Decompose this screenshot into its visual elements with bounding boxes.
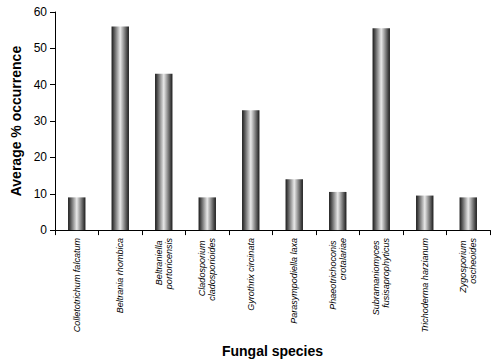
svg-text:Cladosporium: Cladosporium [197, 238, 207, 296]
svg-text:cladosporioides: cladosporioides [207, 238, 217, 301]
svg-text:Beltrania rhombica: Beltrania rhombica [115, 238, 125, 313]
svg-text:oscheoides: oscheoides [468, 238, 478, 284]
svg-text:Parasympodiella laxa: Parasympodiella laxa [289, 238, 299, 324]
svg-text:30: 30 [34, 114, 48, 128]
svg-text:60: 60 [34, 5, 48, 19]
svg-text:Fungal species: Fungal species [222, 343, 323, 359]
svg-text:Gyrothrix circinata: Gyrothrix circinata [246, 238, 256, 311]
svg-text:Average % occurrence: Average % occurrence [8, 46, 24, 197]
svg-text:Zygosporium: Zygosporium [458, 238, 468, 294]
svg-text:20: 20 [34, 150, 48, 164]
svg-text:Colletotrichum falcatum: Colletotrichum falcatum [72, 238, 82, 333]
svg-text:10: 10 [34, 187, 48, 201]
svg-text:portoricensis: portoricensis [164, 238, 174, 291]
svg-text:40: 40 [34, 78, 48, 92]
svg-text:0: 0 [40, 223, 47, 237]
svg-text:Beltraniella: Beltraniella [154, 238, 164, 285]
svg-text:50: 50 [34, 41, 48, 55]
svg-text:Subramaniomyces: Subramaniomyces [371, 238, 381, 315]
svg-text:Phaeotrichoconis: Phaeotrichoconis [328, 238, 338, 310]
svg-text:crotalariae: crotalariae [338, 238, 348, 280]
svg-text:Trichoderma harzianum: Trichoderma harzianum [420, 238, 430, 333]
svg-text:fusisaprophyticus: fusisaprophyticus [381, 238, 391, 308]
